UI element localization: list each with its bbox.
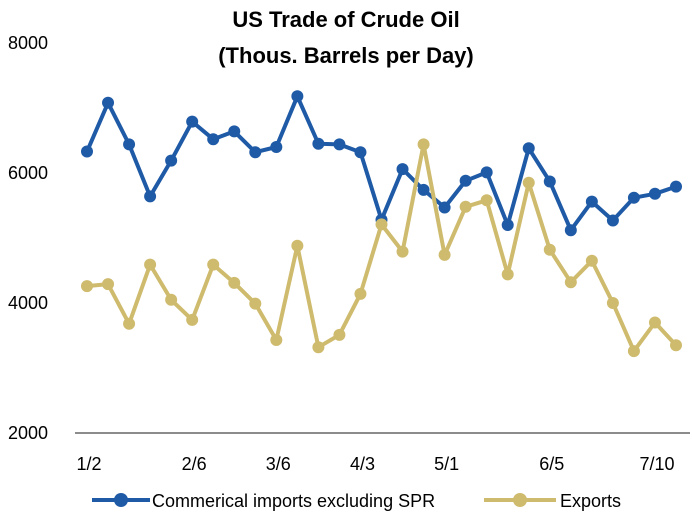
data-point <box>585 254 598 267</box>
data-point <box>522 176 535 189</box>
x-tick-label: 7/10 <box>639 454 674 474</box>
chart-title: US Trade of Crude Oil <box>232 7 459 32</box>
data-point <box>291 90 304 103</box>
data-point <box>375 218 388 231</box>
legend-item: Commerical imports excluding SPR <box>92 491 435 511</box>
data-point <box>165 293 178 306</box>
legend-label: Commerical imports excluding SPR <box>152 491 435 511</box>
data-point <box>438 248 451 261</box>
data-point <box>102 278 115 291</box>
data-point <box>354 287 367 300</box>
data-point <box>606 214 619 227</box>
y-tick-label: 4000 <box>8 293 48 313</box>
x-tick-label: 2/6 <box>182 454 207 474</box>
data-point <box>312 341 325 354</box>
data-point <box>417 183 430 196</box>
data-point <box>270 334 283 347</box>
data-point <box>81 145 93 158</box>
data-point <box>670 180 682 193</box>
y-tick-label: 2000 <box>8 423 48 443</box>
y-axis-tick-labels: 2000 4000 6000 8000 <box>8 33 48 443</box>
data-point <box>648 316 661 329</box>
x-tick-label: 4/3 <box>350 454 375 474</box>
data-point <box>417 138 430 151</box>
data-point <box>123 138 136 151</box>
data-point <box>543 175 556 188</box>
data-point <box>186 115 199 128</box>
data-point <box>564 276 577 289</box>
data-point <box>480 166 493 179</box>
y-tick-label: 6000 <box>8 163 48 183</box>
data-point <box>186 313 199 326</box>
data-point <box>249 297 262 310</box>
data-point <box>207 258 220 271</box>
data-point <box>249 146 262 159</box>
data-point <box>144 190 157 203</box>
x-tick-label: 6/5 <box>539 454 564 474</box>
data-point <box>312 137 325 150</box>
data-point <box>165 154 178 167</box>
y-tick-label: 8000 <box>8 33 48 53</box>
data-point <box>207 133 220 146</box>
data-point <box>522 142 535 155</box>
data-point <box>438 201 451 214</box>
x-tick-label: 1/2 <box>76 454 101 474</box>
data-point <box>480 194 493 207</box>
series-line <box>85 142 678 354</box>
data-point <box>291 239 304 252</box>
chart-subtitle: (Thous. Barrels per Day) <box>218 43 474 68</box>
x-tick-label: 3/6 <box>266 454 291 474</box>
data-point <box>354 146 367 159</box>
data-point <box>501 268 514 281</box>
legend: Commerical imports excluding SPR Exports <box>92 491 621 511</box>
data-point <box>228 276 241 289</box>
data-point <box>543 243 556 256</box>
legend-label: Exports <box>560 491 621 511</box>
data-point <box>396 163 409 176</box>
data-point <box>333 138 346 151</box>
series-imports <box>81 90 682 237</box>
data-point <box>648 187 661 200</box>
data-point <box>270 141 283 153</box>
legend-swatch-marker <box>114 493 128 507</box>
data-point <box>501 219 514 231</box>
data-point <box>102 96 115 109</box>
data-point <box>459 200 472 213</box>
data-point <box>123 317 136 330</box>
data-point <box>606 297 619 309</box>
data-point <box>81 280 93 293</box>
series-layer <box>81 90 682 358</box>
data-point <box>564 224 577 237</box>
data-point <box>396 245 409 258</box>
data-point <box>459 174 472 187</box>
data-point <box>670 339 682 352</box>
data-point <box>627 191 640 204</box>
legend-item: Exports <box>484 491 621 511</box>
x-axis-tick-labels: 1/2 2/6 3/6 4/3 5/1 6/5 7/10 <box>76 454 674 474</box>
data-point <box>144 258 157 271</box>
data-point <box>333 328 346 341</box>
series-exports <box>81 138 682 358</box>
data-point <box>585 195 598 208</box>
data-point <box>627 345 640 358</box>
x-tick-label: 5/1 <box>434 454 459 474</box>
legend-swatch-marker <box>513 493 527 507</box>
data-point <box>228 125 241 138</box>
